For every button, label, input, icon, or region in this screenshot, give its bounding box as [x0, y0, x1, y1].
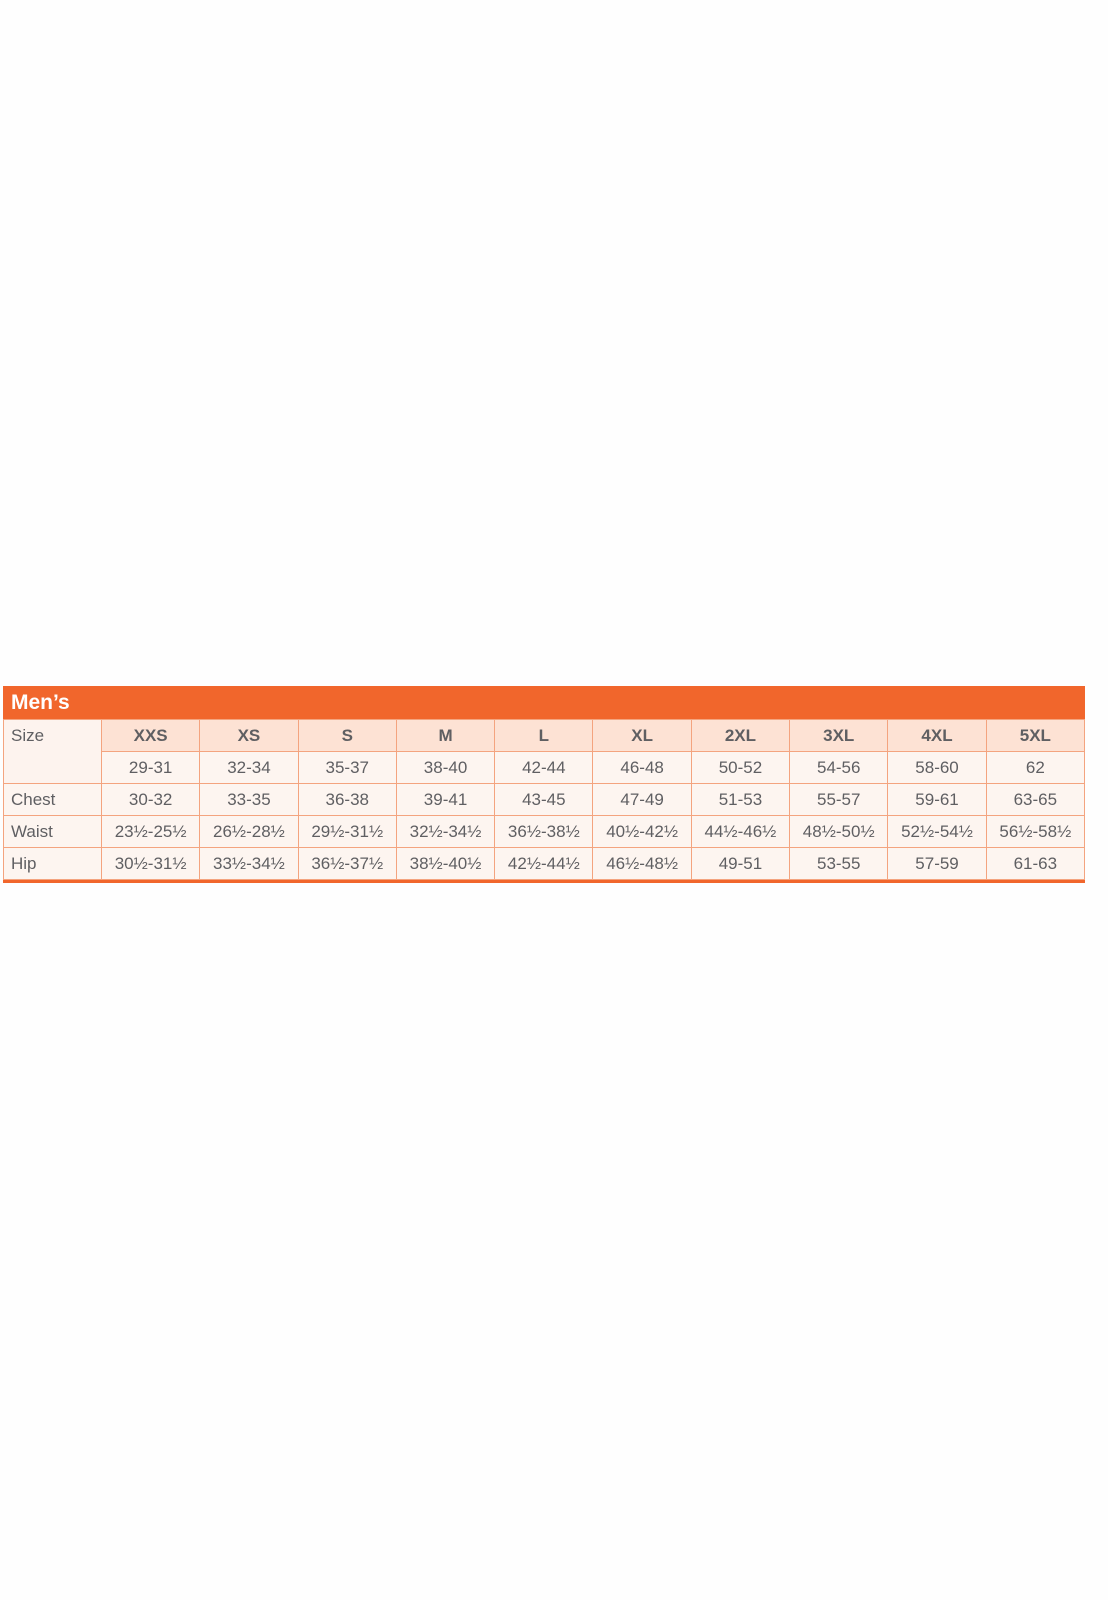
sizes-cell: XS — [199, 719, 299, 752]
size-numbers-cell: 38-40 — [395, 751, 496, 784]
row-label-chest: Chest — [3, 783, 102, 816]
waist-cell: 36½-38½ — [494, 815, 594, 848]
waist-cell: 40½-42½ — [592, 815, 692, 848]
hip-cell: 49-51 — [690, 847, 791, 880]
sizes-cell: 2XL — [690, 719, 791, 752]
chest-row: Chest 30-32 33-35 36-38 39-41 43-45 47-49 51-53… — [3, 783, 1086, 816]
size-numbers-cell: 50-52 — [690, 751, 791, 784]
hip-cell: 42½-44½ — [494, 847, 594, 880]
size-numbers-cell: 62 — [985, 751, 1086, 784]
waist-cell: 29½-31½ — [297, 815, 397, 848]
chest-cell: 30-32 — [100, 783, 201, 816]
chest-cell: 36-38 — [297, 783, 397, 816]
hip-cell: 46½-48½ — [592, 847, 692, 880]
size-numbers-cell: 54-56 — [789, 751, 889, 784]
waist-cell: 56½-58½ — [985, 815, 1086, 848]
row-label-hip: Hip — [3, 847, 102, 880]
size-number-row: 29-31 32-34 35-37 38-40 42-44 46-48 50-52 54-56… — [4, 751, 1086, 784]
sizes-cell: XXS — [100, 719, 201, 752]
waist-row: Waist 23½-25½ 26½-28½ 29½-31½ 32½-34½ 36½-38½… — [3, 815, 1086, 848]
chest-cell: 63-65 — [985, 783, 1086, 816]
mens-size-chart: Men’s Size XXS XS S M L XL 2XL 3XL 4XL 5XL 29-31 32-… — [3, 686, 1086, 883]
chest-cell: 43-45 — [494, 783, 594, 816]
hip-cell: 33½-34½ — [199, 847, 299, 880]
row-label-waist: Waist — [3, 815, 102, 848]
hip-cell: 61-63 — [985, 847, 1086, 880]
sizes-cell: XL — [592, 719, 692, 752]
sizes-cell: 5XL — [985, 719, 1086, 752]
sizes-cell: L — [494, 719, 594, 752]
hip-cell: 30½-31½ — [100, 847, 201, 880]
chest-cell: 51-53 — [690, 783, 791, 816]
bottom-rule — [3, 880, 1085, 883]
chest-cell: 33-35 — [199, 783, 299, 816]
hip-cell: 36½-37½ — [297, 847, 397, 880]
sizes-cell: S — [297, 719, 397, 752]
sizes-cell: 4XL — [887, 719, 987, 752]
waist-cell: 44½-46½ — [690, 815, 791, 848]
hip-cell: 57-59 — [887, 847, 987, 880]
chest-cell: 47-49 — [592, 783, 692, 816]
chart-title: Men’s — [3, 686, 1085, 719]
size-row: Size XXS XS S M L XL 2XL 3XL 4XL 5XL — [3, 719, 1086, 784]
size-table: Size XXS XS S M L XL 2XL 3XL 4XL 5XL 29-31 32-34 35-3… — [3, 719, 1086, 880]
size-numbers-cell: 58-60 — [887, 751, 987, 784]
waist-cell: 48½-50½ — [789, 815, 889, 848]
hip-cell: 38½-40½ — [395, 847, 496, 880]
hip-cell: 53-55 — [789, 847, 889, 880]
size-numbers-cell: 29-31 — [100, 751, 201, 784]
waist-cell: 26½-28½ — [199, 815, 299, 848]
size-numbers-cell: 46-48 — [592, 751, 692, 784]
size-numbers-cell: 35-37 — [297, 751, 397, 784]
hip-row: Hip 30½-31½ 33½-34½ 36½-37½ 38½-40½ 42½-44½ 46… — [3, 847, 1086, 880]
size-numbers-cell: 42-44 — [494, 751, 594, 784]
waist-cell: 23½-25½ — [100, 815, 201, 848]
sizes-cell: M — [395, 719, 496, 752]
chest-cell: 59-61 — [887, 783, 987, 816]
waist-cell: 32½-34½ — [395, 815, 496, 848]
chest-cell: 39-41 — [395, 783, 496, 816]
waist-cell: 52½-54½ — [887, 815, 987, 848]
row-label-size: Size — [3, 719, 102, 784]
size-numbers-cell: 32-34 — [199, 751, 299, 784]
sizes-cell: 3XL — [789, 719, 889, 752]
chest-cell: 55-57 — [789, 783, 889, 816]
